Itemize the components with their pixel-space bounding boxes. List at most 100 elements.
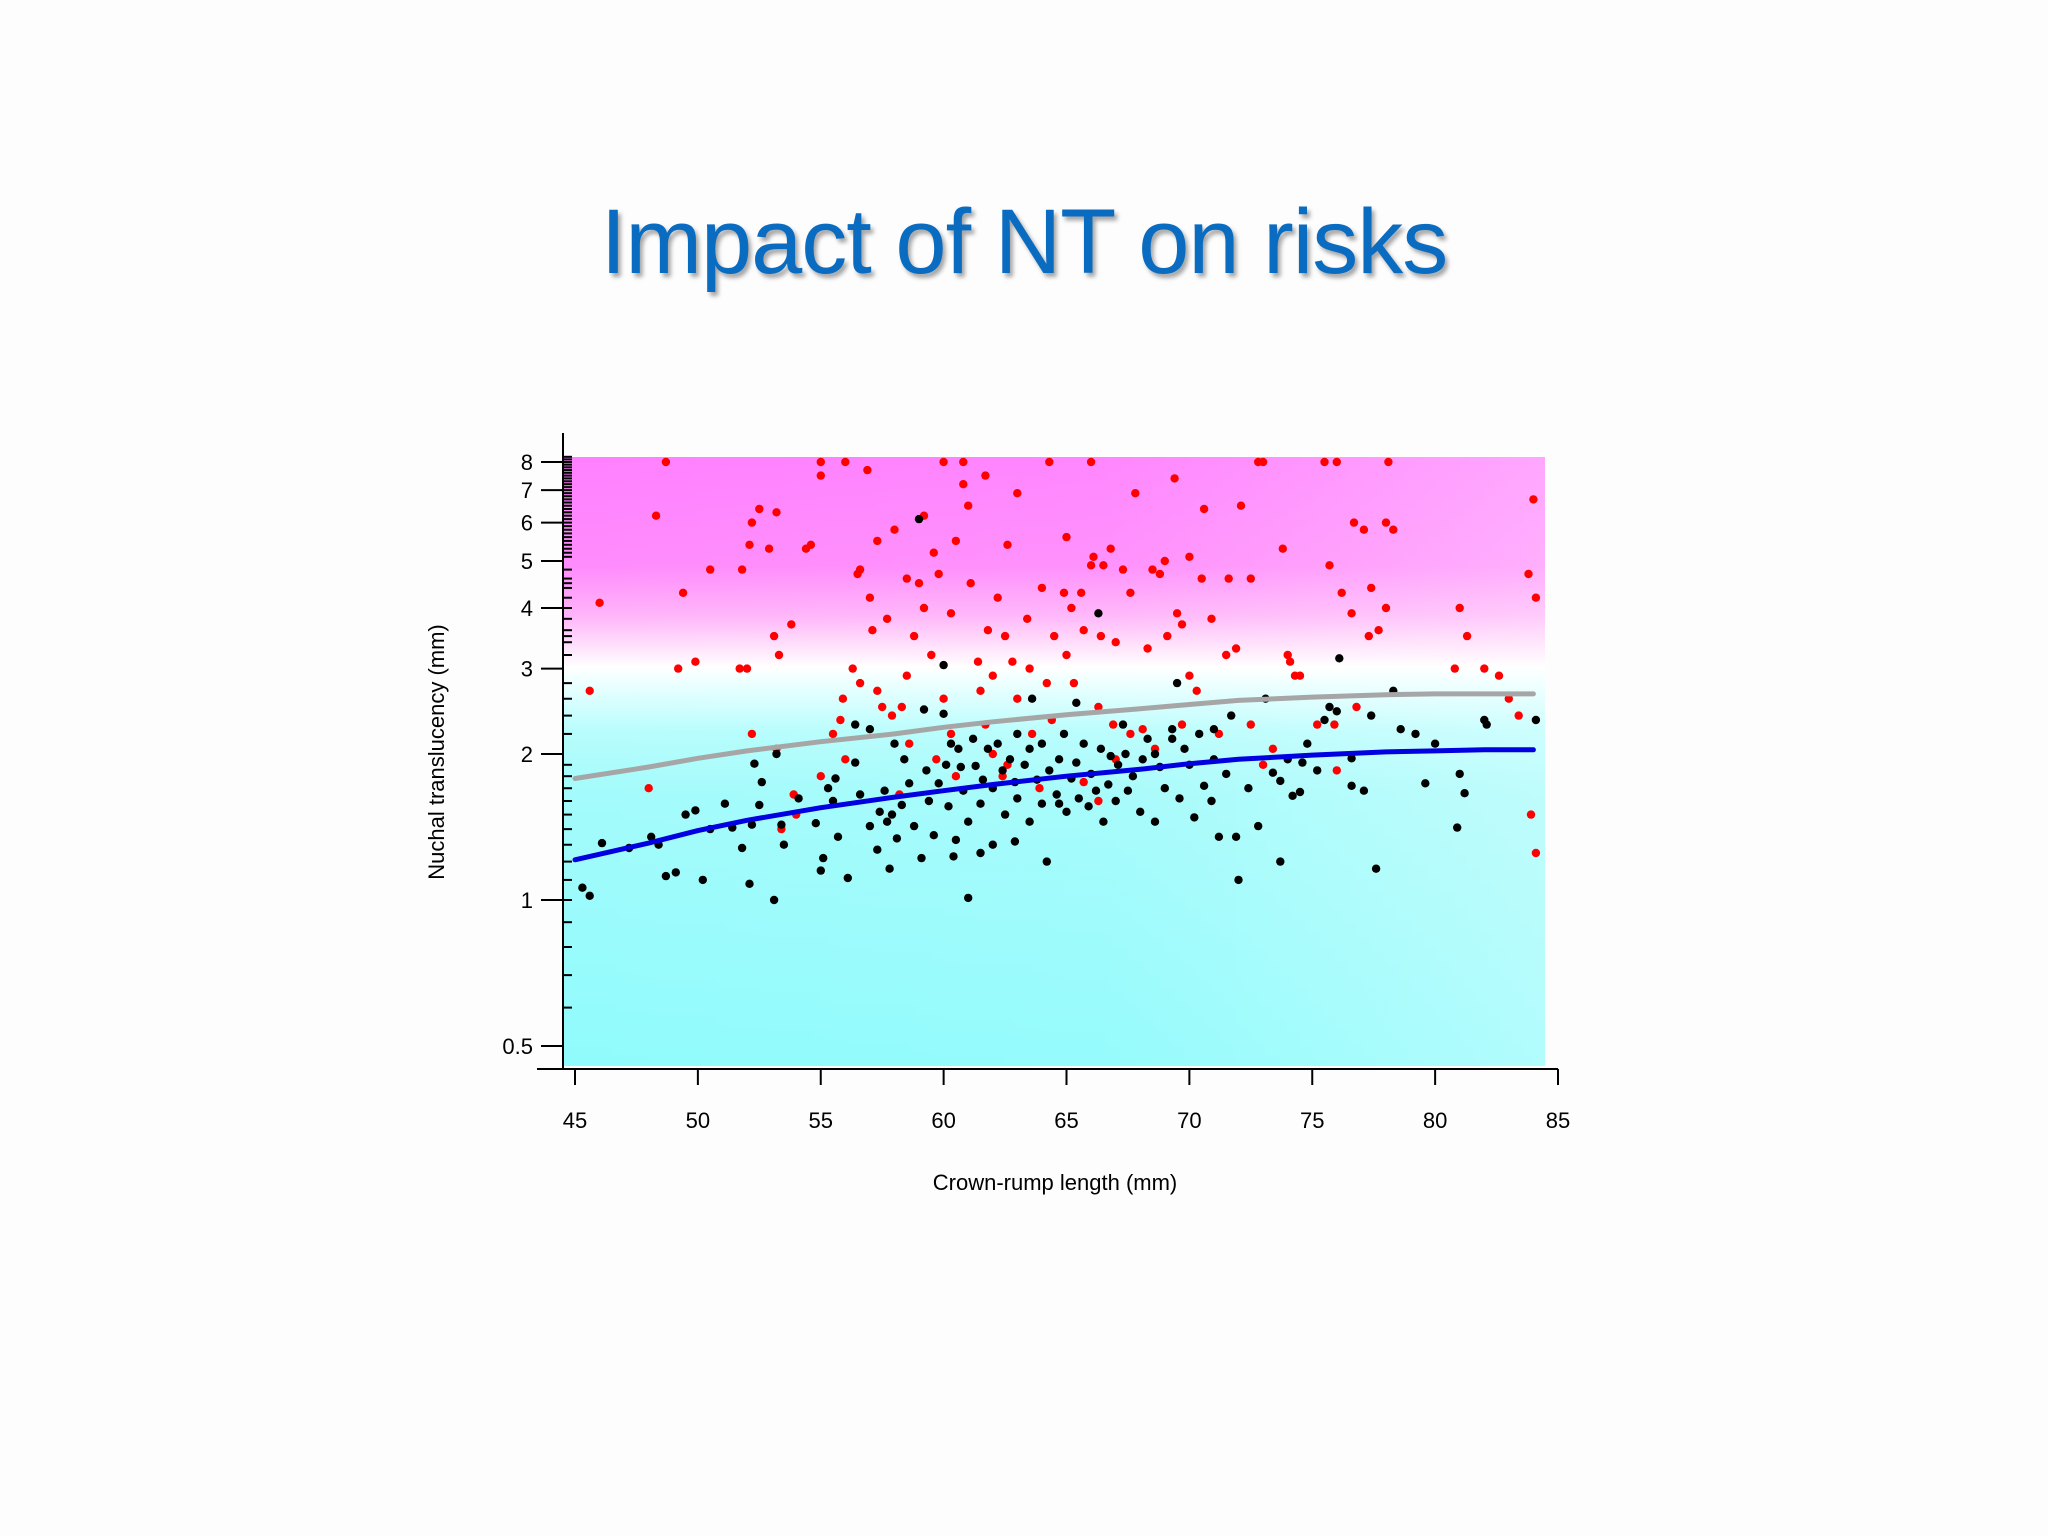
data-point <box>1276 857 1285 866</box>
y-axis: 0.5 1 2 3 4 5 6 7 8 Nuchal translucency (mm) <box>424 433 572 1069</box>
data-point <box>1303 739 1312 748</box>
data-point <box>816 471 825 480</box>
slide-title: Impact of NT on risks <box>600 191 1448 293</box>
data-point <box>1234 875 1243 885</box>
data-point <box>1197 574 1206 583</box>
data-point <box>1396 725 1405 734</box>
data-point <box>1175 794 1184 803</box>
data-point <box>1126 588 1135 597</box>
data-point <box>1077 588 1086 597</box>
data-point <box>1330 720 1339 729</box>
data-point <box>1020 760 1029 769</box>
data-point <box>1514 711 1523 720</box>
data-point <box>1022 614 1032 623</box>
data-point <box>585 891 594 900</box>
data-point <box>1111 638 1120 647</box>
data-point <box>755 504 764 514</box>
data-point <box>1268 768 1278 777</box>
data-point <box>1482 720 1491 729</box>
data-point <box>1295 787 1305 797</box>
data-point <box>1258 760 1268 769</box>
data-point <box>905 739 914 748</box>
data-point <box>1005 755 1015 764</box>
data-point <box>897 702 906 712</box>
data-point <box>644 784 653 793</box>
percentile-95-line <box>572 691 1536 781</box>
data-point <box>1059 588 1069 597</box>
data-point <box>1013 729 1022 739</box>
data-point <box>811 819 820 828</box>
data-point <box>1172 678 1182 688</box>
y-tick-label: 2 <box>521 742 533 767</box>
data-point <box>927 650 936 660</box>
data-point <box>1246 574 1256 583</box>
data-point <box>1013 489 1022 498</box>
data-point <box>1332 707 1342 716</box>
data-point <box>976 686 985 695</box>
data-point <box>1099 561 1108 570</box>
data-point <box>1254 821 1263 831</box>
data-point <box>1298 758 1307 767</box>
data-point <box>1155 569 1165 579</box>
data-point <box>1359 525 1369 534</box>
data-point <box>959 480 968 489</box>
data-point <box>755 800 764 810</box>
data-point <box>671 868 680 877</box>
data-point <box>875 807 884 816</box>
data-point <box>993 739 1002 748</box>
data-point <box>1050 631 1059 641</box>
data-point <box>909 631 919 641</box>
data-point <box>1072 698 1081 707</box>
data-point <box>1037 739 1047 748</box>
data-point <box>1054 799 1064 808</box>
data-point <box>1037 799 1047 808</box>
data-point <box>841 755 850 764</box>
data-point <box>735 664 744 673</box>
data-point <box>831 774 840 783</box>
data-point <box>1003 540 1012 549</box>
data-point <box>691 806 700 815</box>
y-tick-label: 1 <box>521 888 533 913</box>
data-point <box>578 883 587 892</box>
x-tick-label: 50 <box>686 1108 710 1133</box>
data-point <box>674 664 683 673</box>
data-point <box>949 852 958 861</box>
data-point <box>1384 457 1393 467</box>
data-point <box>1106 544 1115 553</box>
data-point <box>1079 739 1088 748</box>
data-point <box>1109 720 1118 729</box>
data-point <box>1190 813 1199 822</box>
data-point <box>838 694 848 703</box>
data-point <box>764 544 774 553</box>
data-point <box>1335 654 1344 663</box>
data-point <box>1069 678 1079 688</box>
data-point <box>1276 776 1285 786</box>
data-point <box>597 838 607 848</box>
y-axis-label: Nuchal translucency (mm) <box>424 624 449 880</box>
data-point <box>951 772 961 781</box>
y-minor-ticks <box>563 455 572 1009</box>
data-point <box>1337 588 1346 597</box>
data-point <box>1177 720 1187 729</box>
data-point <box>720 799 730 808</box>
data-point <box>873 536 882 546</box>
data-point <box>880 786 889 795</box>
data-point <box>998 772 1007 781</box>
data-point <box>1148 565 1157 574</box>
data-point <box>816 772 825 781</box>
data-point <box>978 775 988 784</box>
data-point <box>1455 769 1464 779</box>
data-point <box>747 518 757 527</box>
data-point <box>981 471 990 480</box>
data-point <box>968 734 978 743</box>
data-point <box>1222 650 1231 660</box>
data-point <box>742 664 752 673</box>
data-point <box>976 848 985 858</box>
data-point <box>816 457 825 467</box>
data-point <box>1195 729 1204 739</box>
data-point <box>873 845 882 854</box>
data-point <box>757 777 766 787</box>
data-point <box>1180 744 1189 753</box>
data-point <box>843 873 852 883</box>
data-point <box>988 840 997 849</box>
